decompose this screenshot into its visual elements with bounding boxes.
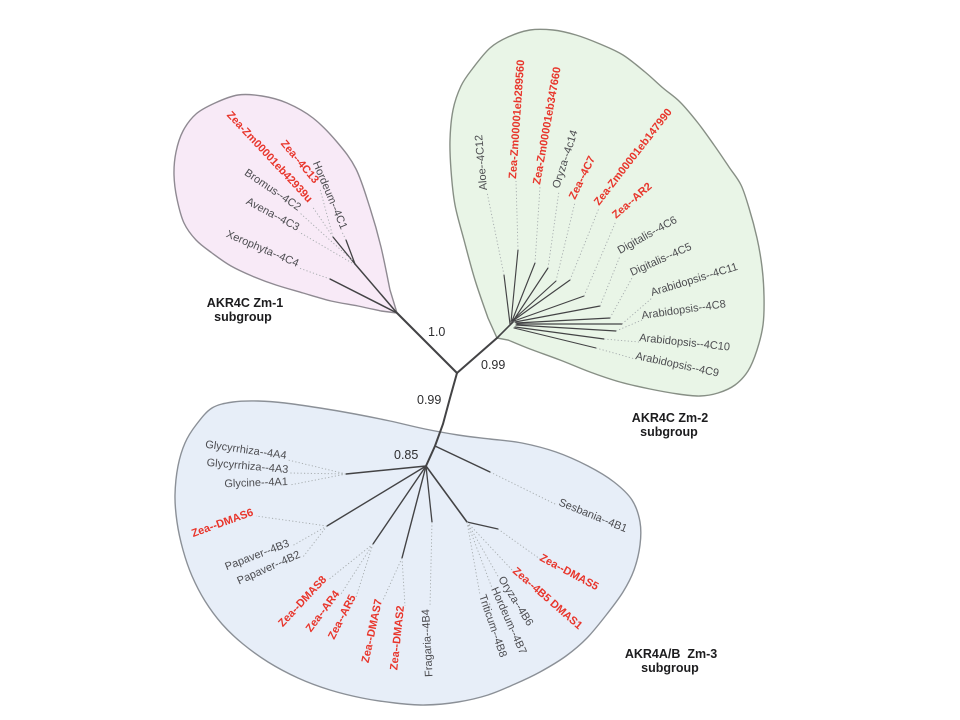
svg-text:subgroup: subgroup (641, 661, 699, 675)
svg-text:0.99: 0.99 (417, 393, 441, 407)
svg-text:AKR4C Zm-2: AKR4C Zm-2 (632, 411, 708, 425)
svg-text:subgroup: subgroup (214, 310, 272, 324)
svg-text:subgroup: subgroup (640, 425, 698, 439)
svg-text:AKR4A/B Zm-3: AKR4A/B Zm-3 (625, 647, 717, 661)
svg-text:AKR4C Zm-1: AKR4C Zm-1 (207, 296, 283, 310)
svg-text:Glycine--4A1: Glycine--4A1 (224, 476, 288, 490)
svg-text:1.0: 1.0 (428, 325, 445, 339)
svg-text:Aloe--4C12: Aloe--4C12 (473, 134, 490, 190)
svg-text:0.99: 0.99 (481, 358, 505, 372)
svg-text:Fragaria--4B4: Fragaria--4B4 (420, 609, 436, 677)
svg-text:0.85: 0.85 (394, 448, 418, 462)
